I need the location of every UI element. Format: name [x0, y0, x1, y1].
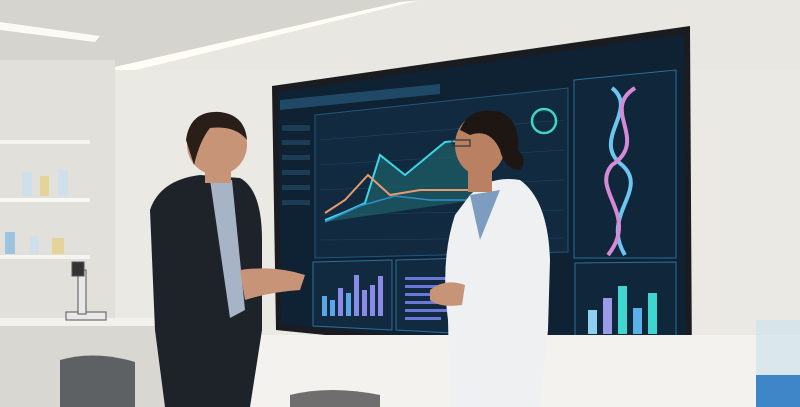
blue-series-line	[324, 195, 470, 223]
man-in-suit	[150, 111, 305, 407]
teal-bars	[588, 286, 657, 334]
shelf	[0, 198, 90, 202]
shelf	[0, 255, 90, 259]
woman-hands	[430, 282, 465, 306]
donut-gauge	[530, 107, 558, 135]
shelf	[0, 140, 90, 144]
ceiling-light	[0, 22, 100, 42]
area-fill	[325, 142, 475, 222]
woman-hair	[460, 110, 524, 170]
cyan-series-line	[324, 139, 471, 221]
dna-panel	[573, 69, 677, 259]
dna-strand-b	[604, 86, 637, 257]
man-hair	[186, 111, 247, 165]
scientist-in-lab-coat	[430, 110, 550, 407]
glasses	[451, 139, 471, 147]
progress-bars	[405, 277, 453, 320]
beaker-liquid	[756, 375, 800, 407]
microscope	[65, 261, 107, 321]
orange-series-line	[324, 173, 470, 214]
gesturing-hand	[240, 268, 305, 300]
chair-back	[290, 390, 380, 407]
ceiling-light-strip	[110, 0, 420, 74]
purple-bars	[322, 275, 383, 316]
dashboard-nav	[280, 84, 440, 110]
chair	[60, 355, 135, 407]
lab-bottles	[5, 170, 68, 254]
ceiling	[0, 0, 420, 70]
dashboard-sidebar	[282, 125, 310, 205]
